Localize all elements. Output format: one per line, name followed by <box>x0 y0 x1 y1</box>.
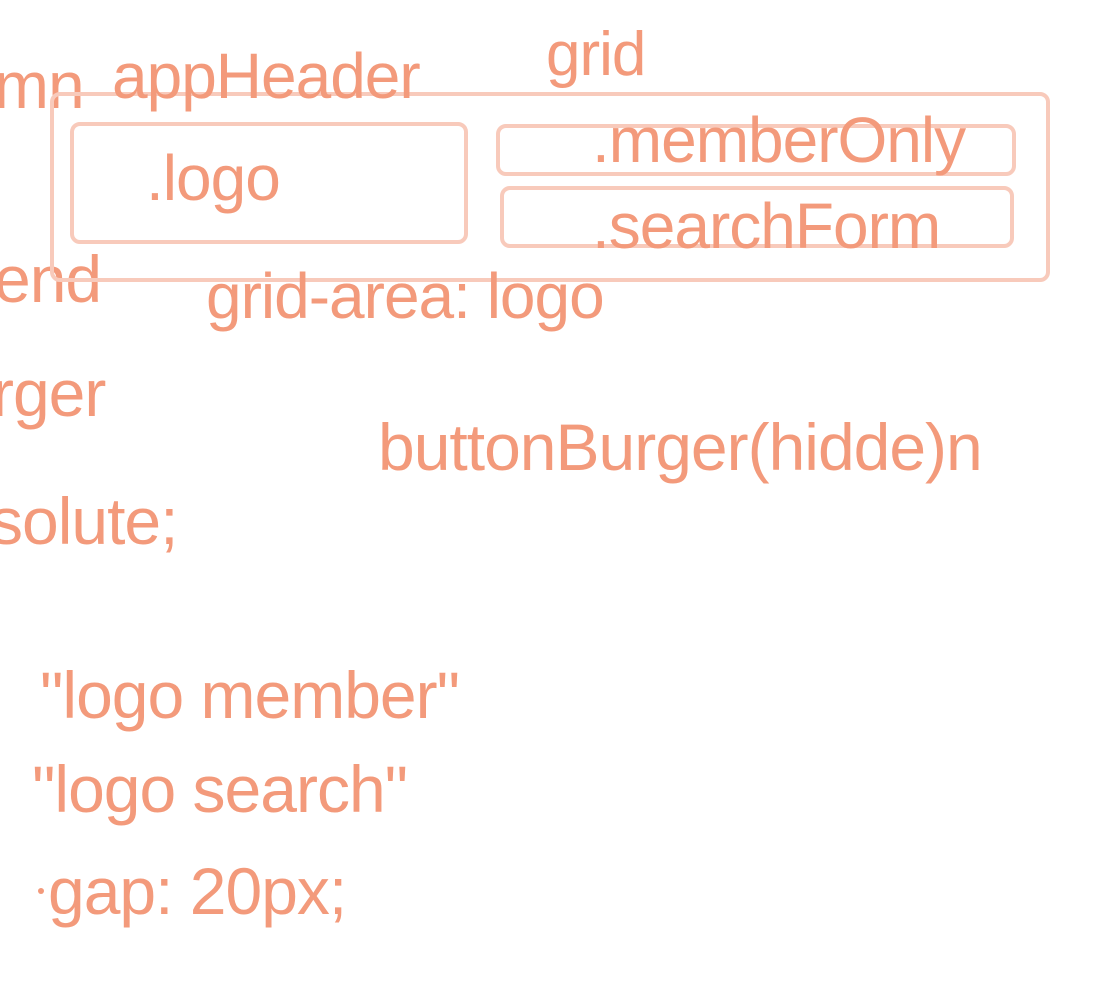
fragment-column: mn <box>0 48 85 122</box>
app-header-label: appHeader <box>112 40 421 112</box>
app-header-box <box>50 92 1050 282</box>
fragment-burger: rger <box>0 356 106 430</box>
member-only-box <box>496 124 1016 176</box>
bullet-dot <box>38 888 44 894</box>
fragment-absolute: solute; <box>0 484 178 558</box>
button-burger-label: buttonBurger(hidde)n <box>378 410 983 484</box>
grid-label: grid <box>546 20 646 89</box>
logo-label: .logo <box>146 142 281 214</box>
logo-box <box>70 122 468 244</box>
member-only-label: .memberOnly <box>592 104 966 176</box>
template-row-2: "logo search" <box>32 752 408 826</box>
search-form-label: .searchForm <box>592 190 941 262</box>
template-row-1: "logo member" <box>40 658 460 732</box>
grid-area-label: grid-area: logo <box>206 260 605 332</box>
gap-label: gap: 20px; <box>48 854 347 928</box>
search-form-box <box>500 186 1014 248</box>
